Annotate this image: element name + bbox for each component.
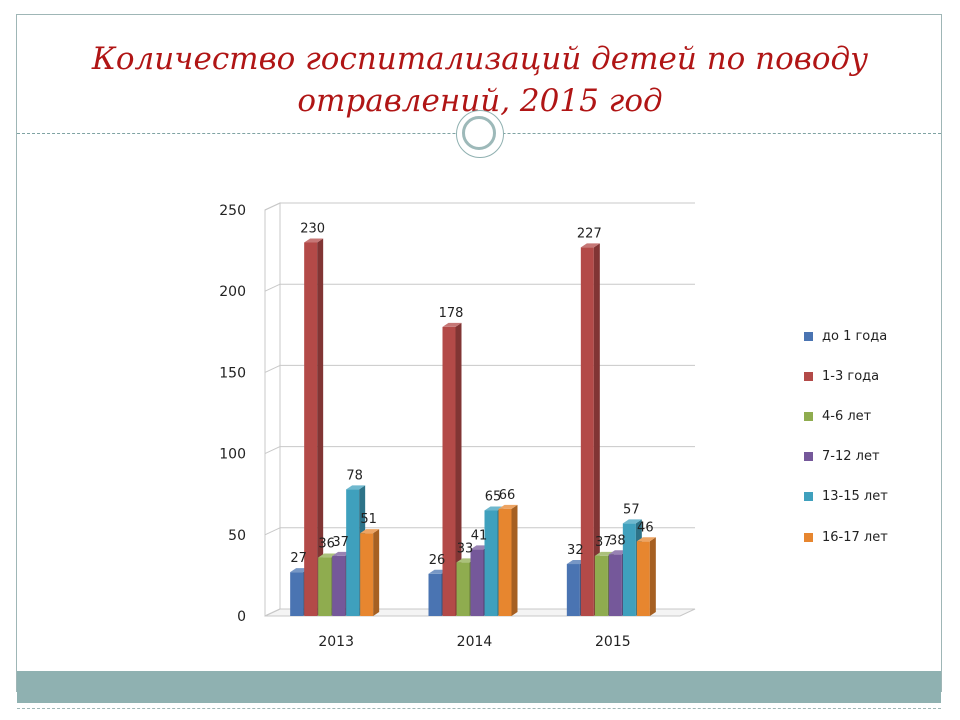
bar-top bbox=[304, 238, 324, 243]
footer-band bbox=[17, 671, 941, 703]
legend-swatch bbox=[804, 411, 813, 421]
bar bbox=[332, 555, 346, 616]
data-label: 27 bbox=[290, 551, 307, 566]
gridline-diag bbox=[264, 527, 281, 536]
bar-side bbox=[649, 537, 656, 616]
bar-top bbox=[442, 322, 462, 327]
bar bbox=[622, 523, 636, 616]
data-label: 65 bbox=[485, 489, 502, 504]
legend-swatch bbox=[804, 532, 813, 542]
bar bbox=[318, 557, 332, 616]
chart-legend: до 1 года 1-3 года 4-6 лет 7-12 лет 13-15 ле… bbox=[804, 316, 888, 557]
data-label: 41 bbox=[471, 528, 488, 543]
data-label: 37 bbox=[595, 535, 612, 550]
bar-side bbox=[511, 504, 518, 616]
bar bbox=[580, 247, 594, 617]
legend-item: 1-3 года bbox=[804, 356, 888, 396]
legend-label: 16-17 лет bbox=[822, 529, 888, 545]
legend-item: 13-15 лет bbox=[804, 477, 888, 517]
bar-top bbox=[346, 485, 366, 490]
legend-swatch bbox=[804, 371, 813, 381]
bar bbox=[594, 555, 608, 616]
bar-top bbox=[636, 537, 656, 542]
legend-item: до 1 года bbox=[804, 316, 888, 356]
y-tick-label: 150 bbox=[219, 365, 246, 381]
bar-top bbox=[580, 243, 600, 248]
legend-swatch bbox=[804, 331, 813, 341]
data-label: 230 bbox=[300, 221, 325, 236]
legend-item: 4-6 лет bbox=[804, 396, 888, 436]
data-label: 57 bbox=[623, 502, 640, 517]
bar bbox=[566, 564, 580, 616]
gridline-diag bbox=[264, 446, 281, 455]
data-label: 38 bbox=[609, 533, 626, 548]
x-tick-label: 2014 bbox=[457, 634, 493, 650]
data-label: 78 bbox=[346, 468, 363, 483]
legend-label: до 1 года bbox=[822, 328, 888, 344]
bar bbox=[290, 572, 304, 616]
legend-label: 4-6 лет bbox=[822, 408, 872, 424]
bar-side bbox=[373, 529, 380, 616]
y-tick-label: 50 bbox=[228, 528, 246, 544]
chart-bars bbox=[290, 238, 656, 617]
legend-label: 1-3 года bbox=[822, 368, 880, 384]
side-wall bbox=[264, 202, 281, 617]
circle-ornament-icon bbox=[456, 110, 504, 158]
data-label: 32 bbox=[567, 543, 584, 558]
bar bbox=[498, 508, 512, 616]
y-tick-label: 250 bbox=[219, 203, 246, 219]
data-label: 227 bbox=[577, 226, 602, 241]
gridline-diag bbox=[264, 283, 281, 292]
title-line-1: Количество госпитализаций детей по повод… bbox=[91, 41, 869, 77]
data-label: 178 bbox=[439, 306, 464, 321]
data-label: 37 bbox=[332, 535, 349, 550]
bar bbox=[428, 573, 442, 616]
bar bbox=[346, 489, 360, 616]
data-label: 51 bbox=[360, 512, 377, 527]
data-label: 36 bbox=[318, 537, 335, 552]
legend-swatch bbox=[804, 452, 813, 462]
bar-top bbox=[498, 504, 518, 509]
bar bbox=[304, 242, 318, 617]
bar-top bbox=[360, 529, 380, 534]
bar-side bbox=[455, 322, 462, 616]
y-tick-label: 0 bbox=[237, 609, 246, 625]
bar-side bbox=[593, 243, 600, 617]
data-label: 46 bbox=[637, 520, 654, 535]
bar bbox=[484, 510, 498, 616]
legend-label: 13-15 лет bbox=[822, 489, 888, 505]
data-label: 26 bbox=[429, 553, 446, 568]
chart-labels: 0501001502002502013272303637785120142617… bbox=[219, 203, 653, 650]
x-tick-label: 2015 bbox=[595, 634, 631, 650]
bar bbox=[442, 326, 456, 616]
bar bbox=[456, 562, 470, 616]
y-tick-label: 200 bbox=[219, 284, 246, 300]
slide-title: Количество госпитализаций детей по повод… bbox=[40, 38, 920, 122]
bar-top bbox=[622, 519, 642, 524]
gridline-diag bbox=[264, 202, 281, 211]
footer-divider bbox=[17, 708, 941, 709]
bar bbox=[636, 541, 650, 616]
legend-label: 7-12 лет bbox=[822, 449, 880, 465]
gridline-diag bbox=[264, 364, 281, 373]
legend-swatch bbox=[804, 492, 813, 502]
x-tick-label: 2013 bbox=[318, 634, 354, 650]
bar bbox=[608, 554, 622, 616]
bar bbox=[470, 549, 484, 616]
legend-item: 7-12 лет bbox=[804, 437, 888, 477]
y-tick-label: 100 bbox=[219, 447, 246, 463]
bar bbox=[360, 533, 374, 616]
data-label: 33 bbox=[457, 541, 474, 556]
data-label: 66 bbox=[499, 488, 516, 503]
gridline-diag bbox=[264, 608, 281, 617]
legend-item: 16-17 лет bbox=[804, 517, 888, 557]
bar-side bbox=[317, 238, 324, 617]
